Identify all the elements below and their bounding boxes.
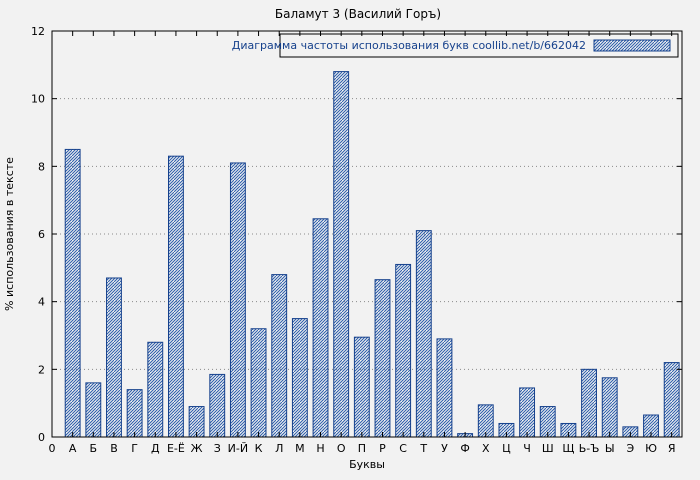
y-tick-label: 0 [38,431,45,444]
x-tick-label: Ч [523,442,531,455]
bars-layer [64,71,680,438]
x-tick-label: Ю [645,442,657,455]
bar [271,274,288,438]
y-tick-label: 8 [38,160,45,173]
x-tick-label: Е-Ё [167,442,185,455]
x-tick-label: Ь-Ъ [579,442,600,455]
bar [85,382,102,438]
x-tick-label: Ф [460,442,469,455]
bar [415,230,432,438]
y-tick-label: 4 [38,296,45,309]
x-tick-label: Т [419,442,427,455]
bar [126,389,143,438]
x-tick-label: У [441,442,448,455]
bar [250,328,267,438]
x-tick-label: П [358,442,366,455]
bar [291,318,308,438]
bar [106,277,122,438]
x-tick-label: К [255,442,263,455]
x-tick-label: А [69,442,77,455]
y-axis-label: % использования в тексте [3,157,16,311]
x-tick-label: Ж [191,442,203,455]
x-tick-label: Р [379,442,386,455]
legend-label: Диаграмма частоты использования букв coo… [232,39,586,52]
x-tick-label: Щ [562,442,574,455]
x-tick-label: Б [90,442,98,455]
x-tick-label: О [337,442,346,455]
chart-title: Баламут 3 (Василий Горъ) [275,7,441,21]
grid-layer [52,98,682,370]
y-tick-label: 12 [31,25,45,38]
bar [663,362,680,438]
legend-swatch [593,39,671,52]
x-tick-label: З [214,442,221,455]
x-tick-label: И-Й [228,442,248,455]
x-tick-label: Ш [542,442,554,455]
x-origin-label: 0 [49,442,56,455]
x-tick-label: Г [131,442,138,455]
y-tick-label: 2 [38,363,45,376]
x-tick-label: Э [627,442,635,455]
x-tick-label: Х [482,442,490,455]
x-tick-label: Ц [502,442,511,455]
x-tick-label: Д [151,442,160,455]
bar [581,368,597,438]
x-axis-label: Буквы [349,458,385,471]
legend: Диаграмма частоты использования букв coo… [232,33,679,58]
x-tick-label: Я [668,442,676,455]
bar [229,162,246,438]
bar [436,338,453,438]
bar [395,263,412,438]
bar [312,218,329,438]
x-tick-label: С [399,442,407,455]
bar [601,377,618,438]
bar [209,373,226,438]
y-tick-label: 6 [38,228,45,241]
x-tick-label: Ы [605,442,615,455]
bar [374,279,391,438]
y-tick-label: 10 [31,93,45,106]
bar [353,336,370,438]
bar [64,148,81,438]
legend-box [279,33,679,58]
x-tick-label: В [110,442,118,455]
bar [333,71,350,438]
x-tick-label: Н [316,442,324,455]
bar [168,155,184,438]
bar [147,341,164,438]
bar [519,387,536,438]
x-tick-label: М [295,442,305,455]
x-tick-label: Л [275,442,283,455]
